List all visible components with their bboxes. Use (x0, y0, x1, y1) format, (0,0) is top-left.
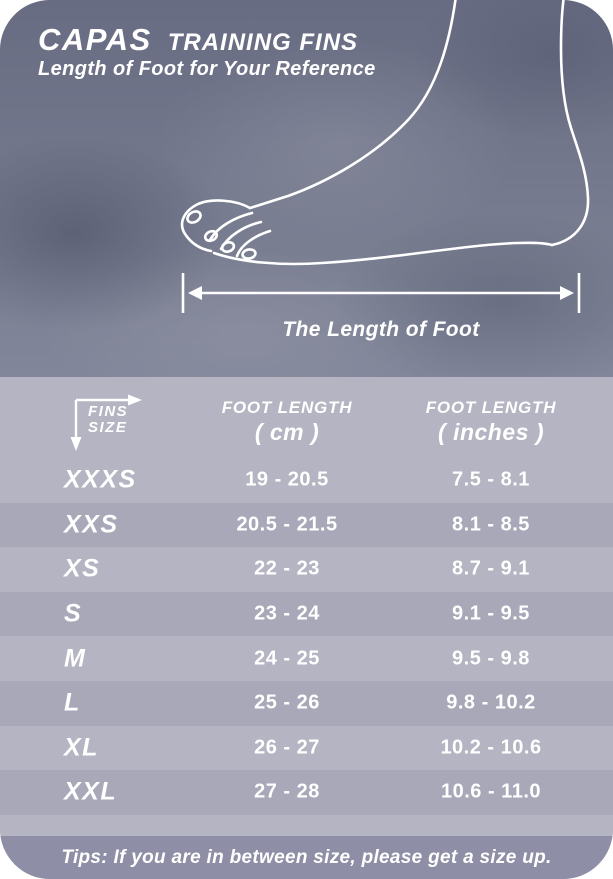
size-axes-arrows-icon (70, 394, 142, 451)
cm-cell: 20.5 - 21.5 (236, 513, 338, 536)
foot-outline-icon (180, 0, 590, 266)
table-row: XXS 20.5 - 21.5 8.1 - 8.5 (0, 502, 613, 548)
size-table: FINS SIZE FOOT LENGTH ( cm ) FOOT LENGTH… (0, 377, 613, 836)
size-cell: M (64, 644, 87, 673)
measure-label: The Length of Foot (282, 318, 480, 341)
size-table-body: XXXS 19 - 20.5 7.5 - 8.1 XXS 20.5 - 21.5… (0, 458, 613, 815)
tips-text: Tips: If you are in between size, please… (61, 846, 552, 868)
measure-group: The Length of Foot (180, 270, 582, 342)
fins-size-header: FINS SIZE (68, 391, 158, 453)
column-header-cm: FOOT LENGTH ( cm ) (221, 398, 353, 445)
inches-cell: 8.7 - 9.1 (452, 557, 530, 580)
hero-section: CAPAS TRAINING FINS Length of Foot for Y… (0, 0, 613, 377)
cm-cell: 23 - 24 (254, 602, 320, 625)
size-cell: XL (64, 733, 99, 762)
cm-cell: 19 - 20.5 (245, 468, 329, 491)
cm-cell: 24 - 25 (254, 647, 320, 670)
table-row: XXL 27 - 28 10.6 - 11.0 (0, 770, 613, 815)
hero-subtitle: Length of Foot for Your Reference (38, 58, 376, 80)
table-row: XXXS 19 - 20.5 7.5 - 8.1 (0, 458, 613, 503)
brand-logo: CAPAS (38, 22, 152, 57)
size-cell: L (64, 688, 81, 717)
size-cell: XS (64, 554, 101, 583)
brand-row: CAPAS TRAINING FINS (38, 22, 358, 58)
size-cell: S (64, 599, 83, 628)
table-header: FINS SIZE FOOT LENGTH ( cm ) FOOT LENGTH… (0, 377, 613, 458)
table-row: M 24 - 25 9.5 - 9.8 (0, 636, 613, 681)
inches-cell: 9.5 - 9.8 (452, 647, 530, 670)
product-name: TRAINING FINS (167, 29, 359, 56)
inches-cell: 10.2 - 10.6 (440, 736, 542, 759)
tips-bar: Tips: If you are in between size, please… (0, 836, 613, 879)
inches-cell: 7.5 - 8.1 (452, 468, 530, 491)
cm-cell: 26 - 27 (254, 736, 320, 759)
table-row: L 25 - 26 9.8 - 10.2 (0, 680, 613, 726)
table-row: S 23 - 24 9.1 - 9.5 (0, 591, 613, 637)
fins-size-label: FINS SIZE (88, 403, 129, 436)
column-header-inches: FOOT LENGTH ( inches ) (425, 398, 557, 445)
table-row: XS 22 - 23 8.7 - 9.1 (0, 547, 613, 592)
inches-cell: 8.1 - 8.5 (452, 513, 530, 536)
table-row: XL 26 - 27 10.2 - 10.6 (0, 726, 613, 771)
size-cell: XXS (64, 510, 119, 539)
size-cell: XXL (64, 777, 118, 806)
cm-cell: 27 - 28 (254, 780, 320, 803)
double-headed-arrow-icon (181, 273, 581, 313)
size-cell: XXXS (64, 465, 137, 494)
cm-cell: 22 - 23 (254, 557, 320, 580)
inches-cell: 10.6 - 11.0 (440, 780, 542, 803)
inches-cell: 9.8 - 10.2 (446, 691, 536, 714)
inches-cell: 9.1 - 9.5 (452, 602, 530, 625)
cm-cell: 25 - 26 (254, 691, 320, 714)
